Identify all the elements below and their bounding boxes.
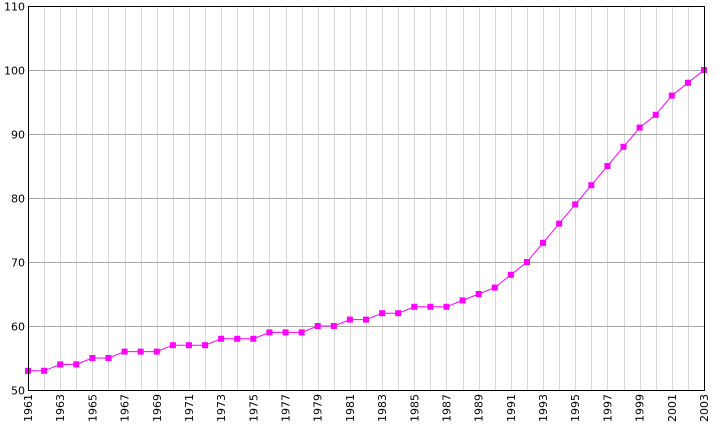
data-point <box>684 79 691 86</box>
x-tick-label: 1973 <box>215 394 228 422</box>
data-point <box>604 163 611 169</box>
data-point <box>169 342 176 349</box>
data-point <box>234 335 241 342</box>
data-point <box>185 342 192 349</box>
x-tick-label: 1963 <box>54 394 67 422</box>
x-tick-label: 1967 <box>119 394 132 422</box>
horizontal-gridlines <box>28 70 704 327</box>
x-tick-label: 1971 <box>183 394 196 422</box>
x-tick-label: 1987 <box>440 394 453 422</box>
x-tick-label: 2001 <box>666 394 679 422</box>
data-point <box>427 303 434 310</box>
data-point <box>105 355 112 361</box>
x-tick-label: 1965 <box>86 394 99 422</box>
data-point <box>411 303 418 310</box>
plot-frame <box>28 6 705 391</box>
data-point <box>523 259 530 265</box>
x-tick-label: 1995 <box>569 394 582 422</box>
y-tick-label: 80 <box>11 193 25 206</box>
x-tick-label: 1985 <box>408 394 421 422</box>
x-tick-label: 2003 <box>698 394 711 422</box>
data-point <box>507 271 514 278</box>
y-axis-tick-labels: 50 60 70 80 90 100 110 <box>4 1 25 398</box>
y-tick-label: 100 <box>4 65 25 78</box>
data-point <box>556 220 563 227</box>
data-point <box>668 92 675 99</box>
data-point <box>250 335 257 342</box>
y-tick-label: 60 <box>11 321 25 334</box>
data-point <box>652 111 659 118</box>
data-point <box>330 323 337 329</box>
data-point <box>73 361 80 368</box>
x-tick-label: 1975 <box>247 394 260 422</box>
data-point <box>314 323 321 329</box>
x-tick-label: 1997 <box>601 394 614 422</box>
data-point <box>475 291 482 297</box>
data-point <box>588 182 595 189</box>
data-point <box>266 329 273 336</box>
data-point <box>346 316 353 323</box>
x-tick-label: 1977 <box>280 394 293 422</box>
x-tick-label: 1991 <box>505 394 518 422</box>
data-point <box>443 303 450 310</box>
data-point <box>636 124 643 131</box>
data-point <box>298 329 305 336</box>
data-point <box>202 342 209 349</box>
data-point <box>153 348 160 355</box>
x-tick-label: 1961 <box>22 394 35 422</box>
data-point <box>459 297 466 304</box>
data-point <box>57 361 64 368</box>
data-point <box>572 201 579 208</box>
data-point <box>89 355 96 361</box>
data-point <box>41 367 48 374</box>
data-point <box>218 335 225 342</box>
x-tick-label: 1981 <box>344 394 357 422</box>
x-tick-label: 1993 <box>537 394 550 422</box>
data-point <box>137 348 144 355</box>
y-tick-label: 110 <box>4 1 25 14</box>
x-tick-label: 1983 <box>376 394 389 422</box>
y-tick-label: 90 <box>11 129 25 142</box>
x-tick-label: 1979 <box>312 394 325 422</box>
data-point <box>491 284 498 291</box>
x-axis-tick-labels: 1961 1963 1965 1967 1969 1971 1973 1975 1977 1979… <box>22 394 711 422</box>
x-tick-label: 1989 <box>473 394 486 422</box>
x-tick-label: 1969 <box>151 394 164 422</box>
y-tick-label: 50 <box>11 385 25 398</box>
data-point <box>379 310 386 317</box>
data-point <box>121 348 128 355</box>
data-point <box>620 143 627 150</box>
data-point <box>395 310 402 317</box>
data-point <box>363 316 369 323</box>
data-point <box>282 329 289 336</box>
y-tick-label: 70 <box>11 257 25 270</box>
data-point <box>540 239 547 246</box>
x-tick-label: 1999 <box>634 394 647 422</box>
